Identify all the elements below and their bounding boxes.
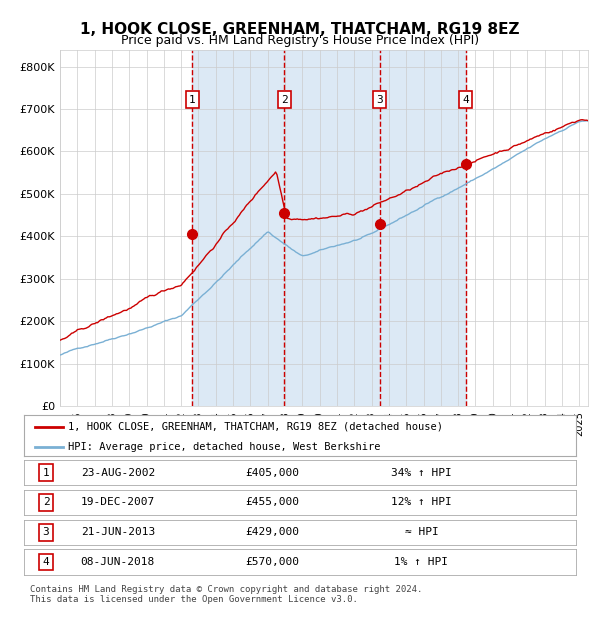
Text: 23-AUG-2002: 23-AUG-2002	[81, 467, 155, 477]
Text: 12% ↑ HPI: 12% ↑ HPI	[391, 497, 452, 507]
Text: 34% ↑ HPI: 34% ↑ HPI	[391, 467, 452, 477]
Text: 1% ↑ HPI: 1% ↑ HPI	[394, 557, 448, 567]
Text: 1, HOOK CLOSE, GREENHAM, THATCHAM, RG19 8EZ: 1, HOOK CLOSE, GREENHAM, THATCHAM, RG19 …	[80, 22, 520, 37]
Text: HPI: Average price, detached house, West Berkshire: HPI: Average price, detached house, West…	[68, 442, 380, 452]
Text: 2: 2	[281, 94, 288, 105]
Text: £429,000: £429,000	[245, 527, 299, 537]
Text: 3: 3	[376, 94, 383, 105]
Text: 1: 1	[43, 467, 49, 477]
Text: 21-JUN-2013: 21-JUN-2013	[81, 527, 155, 537]
Text: 2: 2	[43, 497, 49, 507]
Text: 08-JUN-2018: 08-JUN-2018	[81, 557, 155, 567]
Text: 3: 3	[43, 527, 49, 537]
Text: £570,000: £570,000	[245, 557, 299, 567]
Text: Contains HM Land Registry data © Crown copyright and database right 2024.
This d: Contains HM Land Registry data © Crown c…	[30, 585, 422, 604]
Text: Price paid vs. HM Land Registry's House Price Index (HPI): Price paid vs. HM Land Registry's House …	[121, 34, 479, 47]
Text: £455,000: £455,000	[245, 497, 299, 507]
Text: 4: 4	[43, 557, 49, 567]
Text: 1: 1	[189, 94, 196, 105]
Text: 19-DEC-2007: 19-DEC-2007	[81, 497, 155, 507]
Bar	[193, 50, 466, 406]
Text: 1, HOOK CLOSE, GREENHAM, THATCHAM, RG19 8EZ (detached house): 1, HOOK CLOSE, GREENHAM, THATCHAM, RG19 …	[68, 422, 443, 432]
Text: 4: 4	[463, 94, 469, 105]
Text: ≈ HPI: ≈ HPI	[404, 527, 439, 537]
Text: £405,000: £405,000	[245, 467, 299, 477]
